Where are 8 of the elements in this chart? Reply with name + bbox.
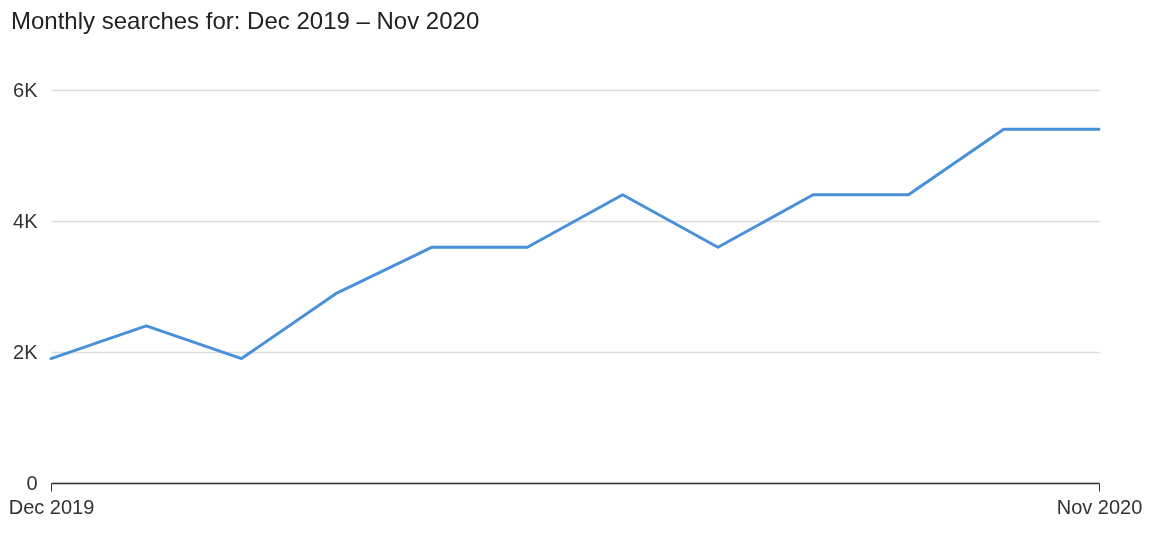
- y-tick-label: 4K: [13, 209, 39, 232]
- x-tick-label: Nov 2020: [1056, 495, 1143, 518]
- x-tick-label: Dec 2019: [8, 495, 95, 518]
- y-tick-label: 2K: [13, 340, 39, 363]
- y-tick-label: 0: [26, 471, 38, 494]
- line-series: [49, 127, 1101, 361]
- chart-title: Monthly searches for: Dec 2019 – Nov 2020: [11, 7, 480, 34]
- y-tick-label: 6K: [13, 78, 39, 101]
